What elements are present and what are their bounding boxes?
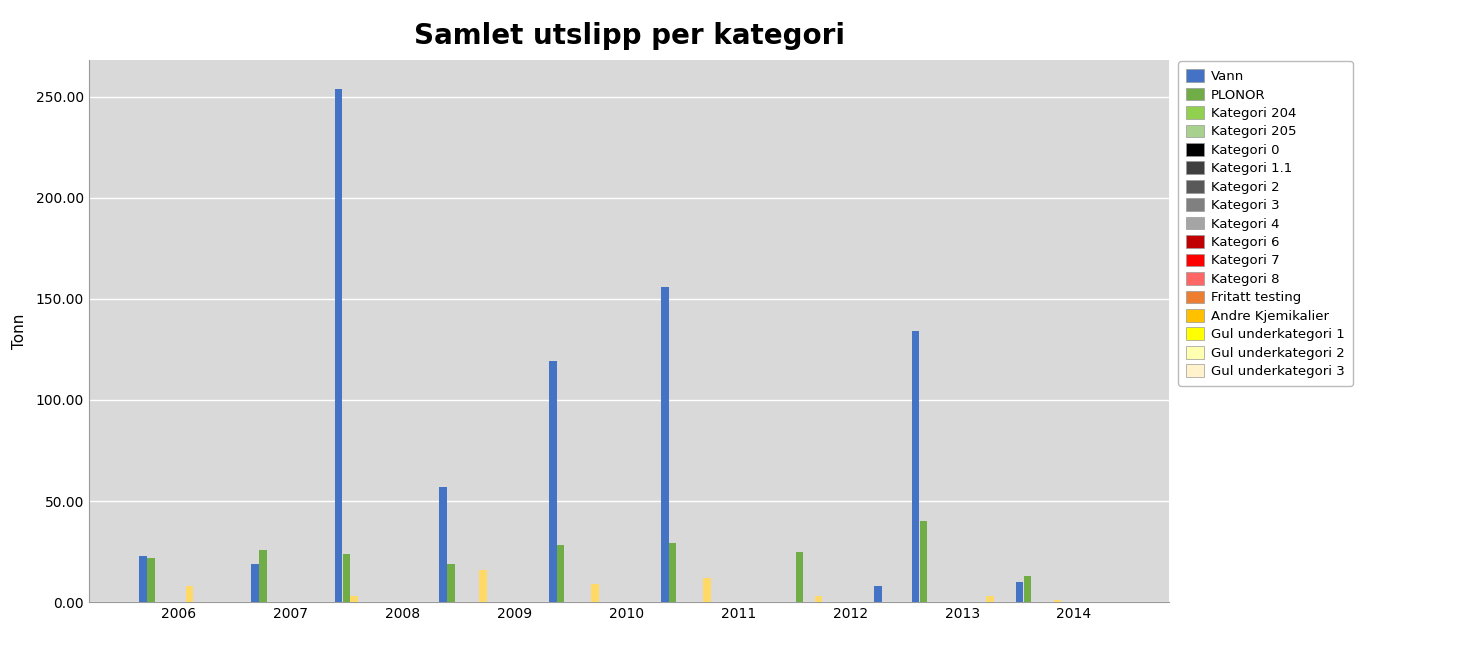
Bar xyxy=(480,570,487,602)
Bar xyxy=(912,331,919,602)
Bar xyxy=(186,586,194,602)
Bar xyxy=(591,584,598,602)
Bar xyxy=(259,549,266,602)
Bar xyxy=(147,558,154,602)
Bar xyxy=(342,553,351,602)
Bar xyxy=(447,564,454,602)
Bar xyxy=(986,596,993,602)
Legend: Vann, PLONOR, Kategori 204, Kategori 205, Kategori 0, Kategori 1.1, Kategori 2, : Vann, PLONOR, Kategori 204, Kategori 205… xyxy=(1178,62,1353,386)
Y-axis label: Tonn: Tonn xyxy=(12,314,27,349)
Bar xyxy=(815,596,823,602)
Bar xyxy=(556,545,564,602)
Bar xyxy=(351,596,358,602)
Bar xyxy=(919,521,926,602)
Bar xyxy=(875,586,882,602)
Bar xyxy=(334,88,342,602)
Bar xyxy=(1024,576,1032,602)
Bar xyxy=(549,361,556,602)
Bar xyxy=(139,555,147,602)
Bar xyxy=(662,287,669,602)
Bar xyxy=(669,543,676,602)
Title: Samlet utslipp per kategori: Samlet utslipp per kategori xyxy=(413,21,845,50)
Bar xyxy=(440,487,447,602)
Bar xyxy=(1054,600,1061,602)
Bar xyxy=(252,564,259,602)
Bar xyxy=(796,551,804,602)
Bar xyxy=(703,578,710,602)
Bar xyxy=(1015,582,1024,602)
